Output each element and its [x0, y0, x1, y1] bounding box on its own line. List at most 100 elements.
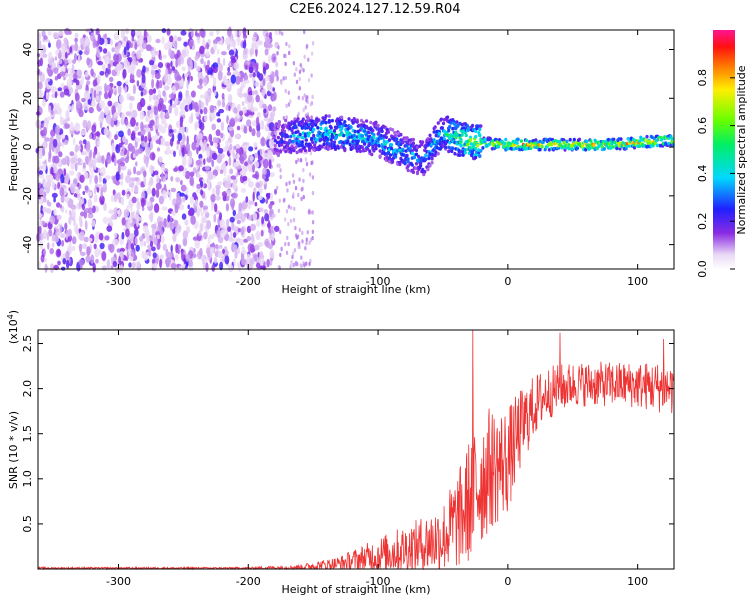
- signal-cell: [410, 149, 414, 153]
- signal-cell: [359, 126, 364, 131]
- signal-cell: [374, 146, 378, 151]
- noise-cell: [267, 149, 273, 159]
- noise-cell: [48, 150, 52, 159]
- noise-cell: [64, 27, 71, 35]
- noise-cell: [293, 72, 296, 77]
- noise-cell: [242, 27, 247, 36]
- noise-cell: [263, 158, 269, 169]
- noise-cell: [187, 204, 190, 210]
- noise-cell: [72, 59, 76, 64]
- noise-cell: [285, 41, 288, 47]
- noise-cell: [168, 129, 174, 134]
- noise-cell: [155, 139, 161, 144]
- noise-cell: [174, 40, 178, 50]
- noise-cell: [151, 262, 158, 269]
- noise-cell: [127, 128, 131, 136]
- noise-cell: [90, 220, 96, 227]
- noise-cell: [286, 235, 289, 241]
- noise-cell: [104, 56, 110, 66]
- noise-cell: [229, 230, 233, 239]
- noise-cell: [126, 42, 130, 51]
- noise-cell: [252, 164, 255, 173]
- noise-cell: [250, 104, 254, 113]
- noise-cell: [178, 265, 182, 271]
- noise-cell: [199, 122, 205, 131]
- noise-cell: [253, 160, 260, 169]
- colorbar-tick-label: 0.4: [696, 165, 709, 183]
- signal-cell: [292, 148, 296, 153]
- noise-cell: [71, 63, 75, 74]
- noise-cell: [277, 208, 281, 213]
- signal-cell: [284, 149, 288, 154]
- noise-cell: [60, 194, 65, 203]
- noise-cell: [275, 61, 279, 68]
- noise-cell: [116, 192, 121, 200]
- noise-cell: [231, 39, 236, 48]
- noise-cell: [170, 176, 174, 182]
- noise-cell: [309, 102, 312, 107]
- noise-cell: [140, 91, 144, 97]
- noise-cell: [217, 181, 223, 186]
- noise-cell: [152, 152, 155, 161]
- noise-cell: [184, 219, 189, 226]
- noise-cell: [175, 58, 179, 68]
- noise-cell: [160, 111, 164, 120]
- noise-cell: [199, 223, 204, 232]
- noise-cell: [252, 72, 256, 78]
- noise-cell: [233, 244, 238, 252]
- noise-cell: [79, 174, 85, 183]
- snr-panel: -300 -200 -100 0 100 0.5 1.0 1.5 2.0 2.5 Height …: [6, 310, 675, 596]
- signal-cell: [329, 130, 333, 134]
- noise-cell: [59, 204, 63, 209]
- noise-cell: [161, 118, 167, 125]
- noise-cell: [255, 182, 261, 189]
- noise-cell: [158, 221, 164, 228]
- snr-x-ticks: -300 -200 -100 0 100: [106, 330, 648, 588]
- noise-cell: [251, 41, 255, 51]
- signal-cell: [411, 170, 415, 174]
- noise-cell: [104, 235, 110, 241]
- noise-cell: [74, 32, 79, 38]
- signal-cell: [597, 144, 601, 149]
- noise-cell: [164, 42, 169, 51]
- noise-cell: [120, 39, 127, 48]
- noise-cell: [209, 31, 214, 37]
- noise-cell: [120, 29, 126, 39]
- noise-cell: [53, 197, 56, 203]
- noise-cell: [113, 53, 119, 63]
- noise-cell: [236, 36, 241, 43]
- signal-cell: [314, 123, 318, 127]
- noise-cell: [134, 126, 137, 134]
- signal-cell: [411, 141, 415, 146]
- signal-cell: [286, 144, 290, 148]
- noise-cell: [64, 117, 68, 124]
- snr-x-axis-label: Height of straight line (km): [281, 583, 430, 596]
- noise-cell: [136, 68, 142, 78]
- x-tick-label: 100: [627, 575, 648, 588]
- noise-cell: [205, 165, 210, 171]
- signal-cell: [599, 142, 603, 147]
- noise-cell: [118, 64, 123, 71]
- noise-cell: [175, 196, 182, 206]
- noise-cell: [108, 68, 111, 75]
- noise-cell: [298, 69, 302, 75]
- signal-cell: [441, 121, 446, 126]
- noise-cell: [229, 148, 234, 155]
- noise-cell: [95, 95, 100, 101]
- noise-cell: [294, 225, 297, 231]
- noise-cell: [176, 144, 179, 150]
- signal-cell: [340, 126, 344, 131]
- noise-cell: [289, 218, 293, 224]
- noise-cell: [310, 73, 313, 78]
- noise-cell: [160, 137, 166, 147]
- noise-cell: [254, 202, 258, 207]
- noise-cell: [67, 104, 71, 110]
- signal-cell: [405, 136, 409, 140]
- noise-cell: [150, 70, 156, 75]
- noise-cell: [184, 72, 189, 78]
- noise-cell: [117, 103, 123, 112]
- noise-cell: [269, 249, 275, 259]
- signal-cell: [343, 147, 347, 151]
- noise-cell: [188, 40, 194, 48]
- noise-cell: [261, 216, 264, 225]
